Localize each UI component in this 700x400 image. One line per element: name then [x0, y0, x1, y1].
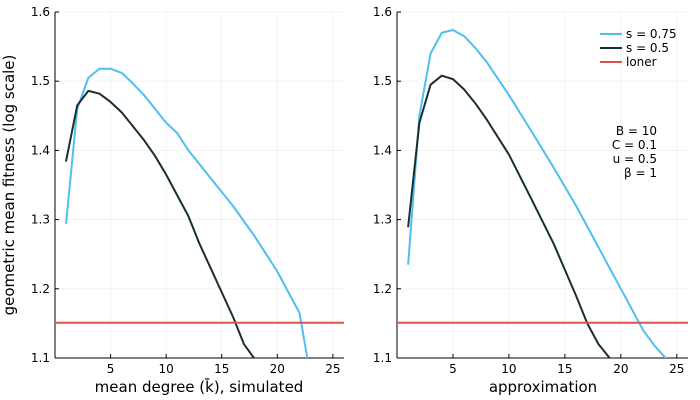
parameter-annotations: B = 10C = 0.1u = 0.5β = 1: [612, 124, 657, 180]
y-tick-label: 1.5: [31, 74, 50, 88]
parameter-annotation: C = 0.1: [612, 138, 657, 152]
x-tick-label: 25: [325, 362, 340, 376]
parameter-annotation: u = 0.5: [613, 152, 657, 166]
y-axis-label: geometric mean fitness (log scale): [0, 55, 18, 316]
x-axis-label-right: approximation: [489, 378, 597, 396]
y-tick-label: 1.3: [31, 213, 50, 227]
x-tick-label: 20: [613, 362, 628, 376]
x-tick-label: 20: [270, 362, 285, 376]
x-tick-label: 15: [557, 362, 572, 376]
y-tick-label: 1.1: [373, 351, 392, 365]
x-tick-label: 5: [107, 362, 115, 376]
x-tick-label: 5: [449, 362, 457, 376]
y-tick-label: 1.2: [31, 282, 50, 296]
x-tick-label: 10: [159, 362, 174, 376]
plot-panel-0: 5 10 15 20 25 1.1 1.2 1.3 1.4 1.5 1.6: [31, 5, 344, 376]
parameter-annotation: β = 1: [624, 166, 657, 180]
y-tick-label: 1.6: [373, 5, 392, 19]
y-tick-label: 1.5: [373, 74, 392, 88]
series-line-s-0-5: [65, 89, 255, 358]
plot-panel-1: 5 10 15 20 25 1.1 1.2 1.3 1.4 1.5 1.6 s = 0.75s = 0…: [373, 5, 688, 376]
x-tick-label: 10: [501, 362, 516, 376]
y-tick-label: 1.3: [373, 213, 392, 227]
series-line-s-0-75: [407, 28, 667, 358]
y-tick-label: 1.2: [373, 282, 392, 296]
series-group: [397, 28, 688, 358]
legend-entry-label: loner: [626, 55, 657, 69]
series-group: [55, 67, 344, 358]
x-tick-label: 15: [214, 362, 229, 376]
y-tick-label: 1.4: [31, 143, 50, 157]
legend-entry-label: s = 0.5: [626, 41, 669, 55]
y-tick-label: 1.4: [373, 143, 392, 157]
y-tick-label: 1.1: [31, 351, 50, 365]
y-tick-label: 1.6: [31, 5, 50, 19]
legend-entry-label: s = 0.75: [626, 27, 677, 41]
parameter-annotation: B = 10: [616, 124, 657, 138]
series-line-s-0-5: [407, 74, 611, 358]
series-line-s-0-75: [65, 67, 309, 358]
x-axis-label-left: mean degree (k̄), simulated: [95, 377, 304, 396]
x-tick-label: 25: [669, 362, 684, 376]
